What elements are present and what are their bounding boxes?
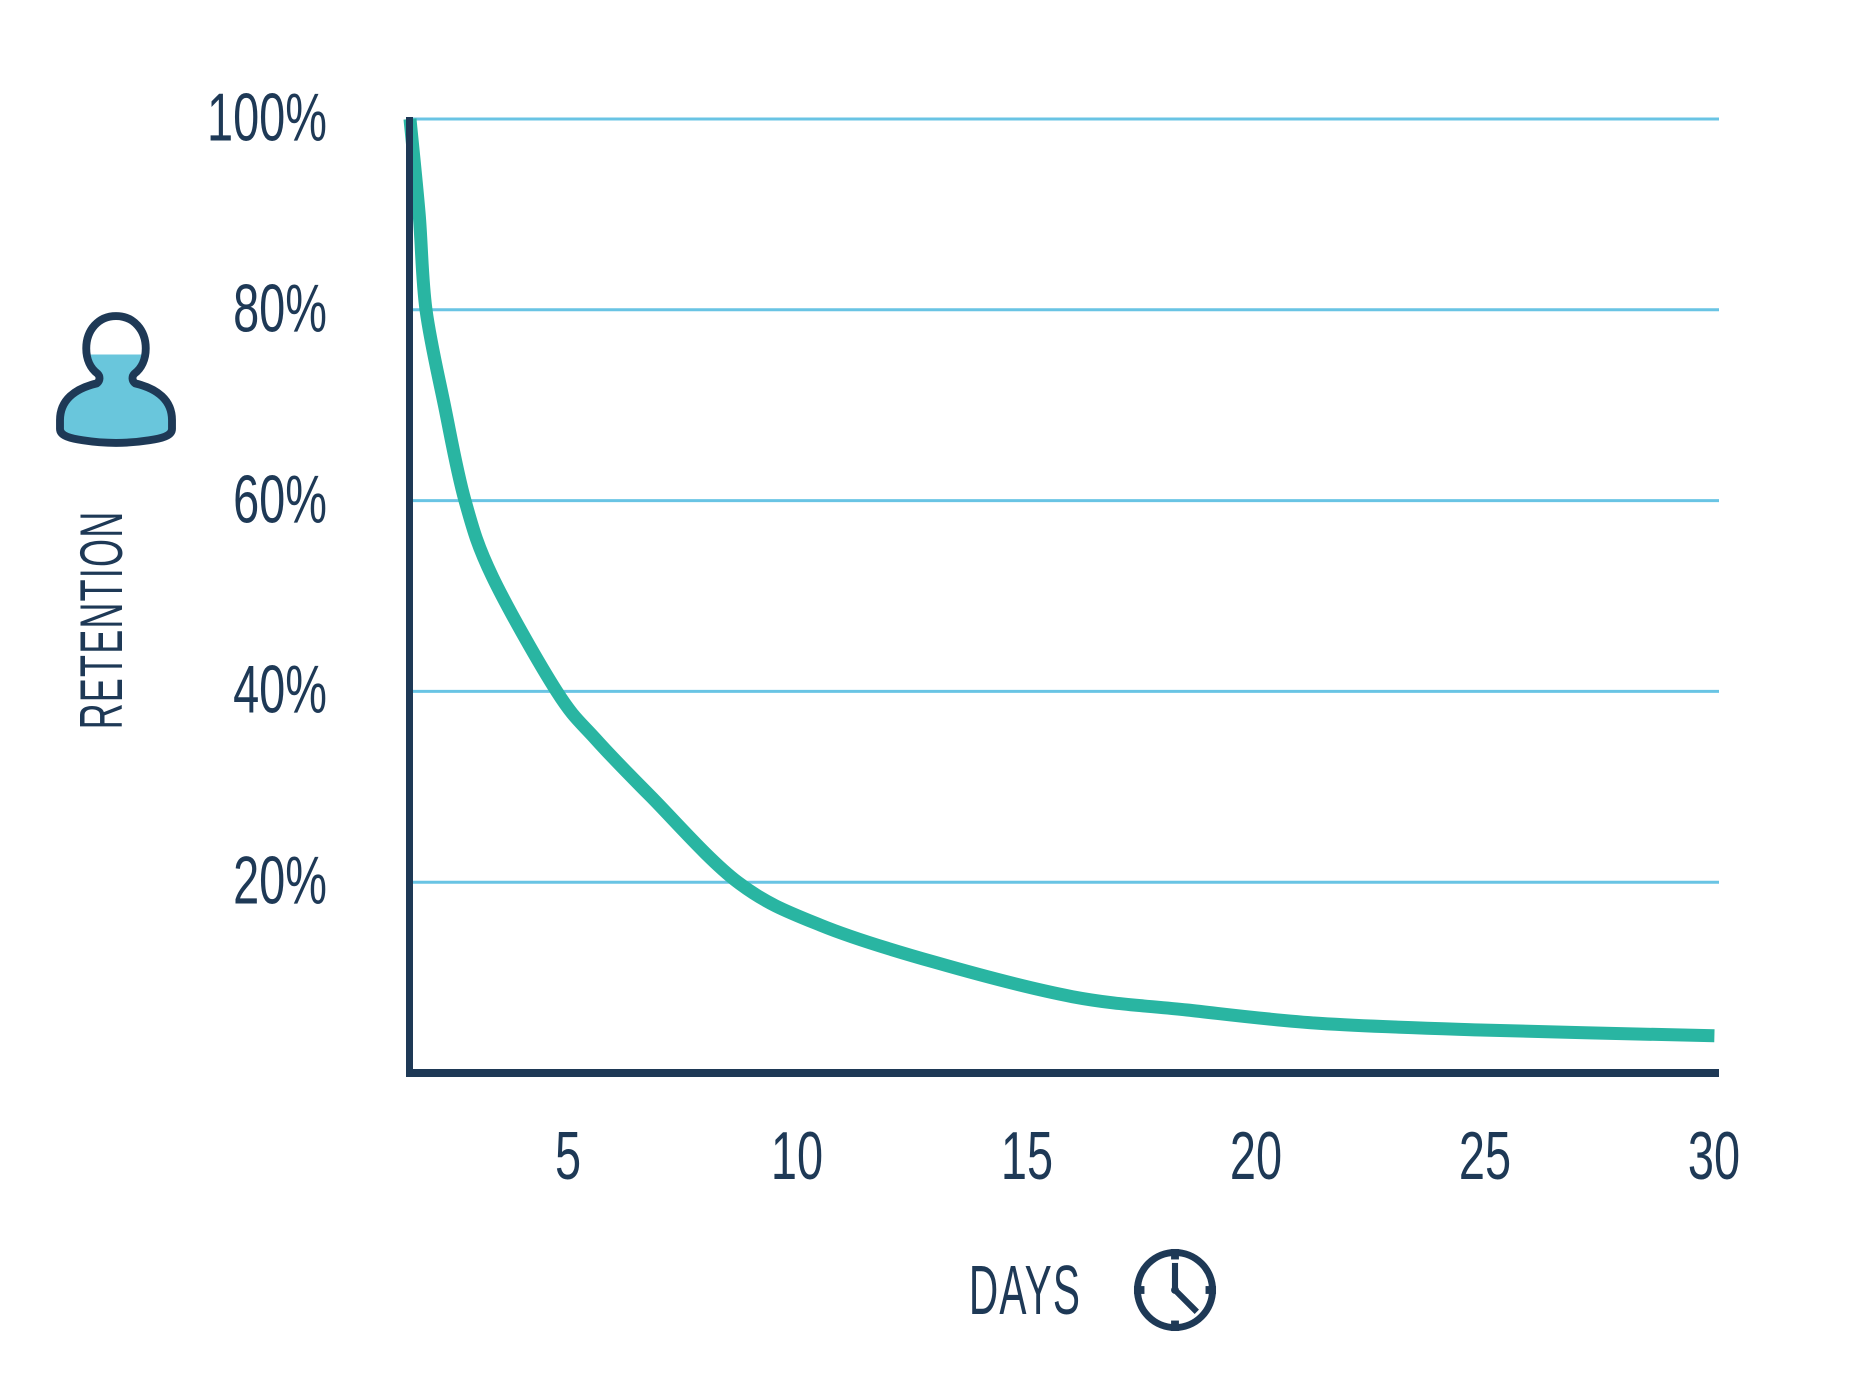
x-tick-label-15: 15: [1000, 1118, 1053, 1194]
user-icon-fill: [60, 354, 172, 443]
clock-hands: [1171, 1262, 1199, 1314]
y-tick-label-60: 60%: [233, 461, 327, 538]
y-axis-title: RETENTION: [68, 510, 135, 730]
x-tick-label-10: 10: [771, 1118, 824, 1194]
x-tick-label-30: 30: [1688, 1118, 1741, 1194]
gridlines: [410, 117, 1719, 884]
x-axis-title: DAYS: [968, 1251, 1082, 1329]
user-icon-outline: [56, 312, 176, 447]
y-tick-label-100: 100%: [206, 79, 327, 156]
y-tick-label-20: 20%: [233, 842, 327, 919]
y-tick-label-80: 80%: [233, 270, 327, 347]
clock-icon: [1133, 1248, 1217, 1332]
x-tick-label-25: 25: [1459, 1118, 1512, 1194]
clock-center: [1171, 1286, 1179, 1294]
x-tick-label-5: 5: [555, 1118, 582, 1194]
clock-ticks: [1133, 1248, 1217, 1332]
retention-curve: [403, 118, 1715, 1043]
user-retention-icon: [56, 312, 176, 447]
x-tick-label-20: 20: [1229, 1118, 1283, 1194]
y-tick-label-40: 40%: [233, 652, 327, 729]
